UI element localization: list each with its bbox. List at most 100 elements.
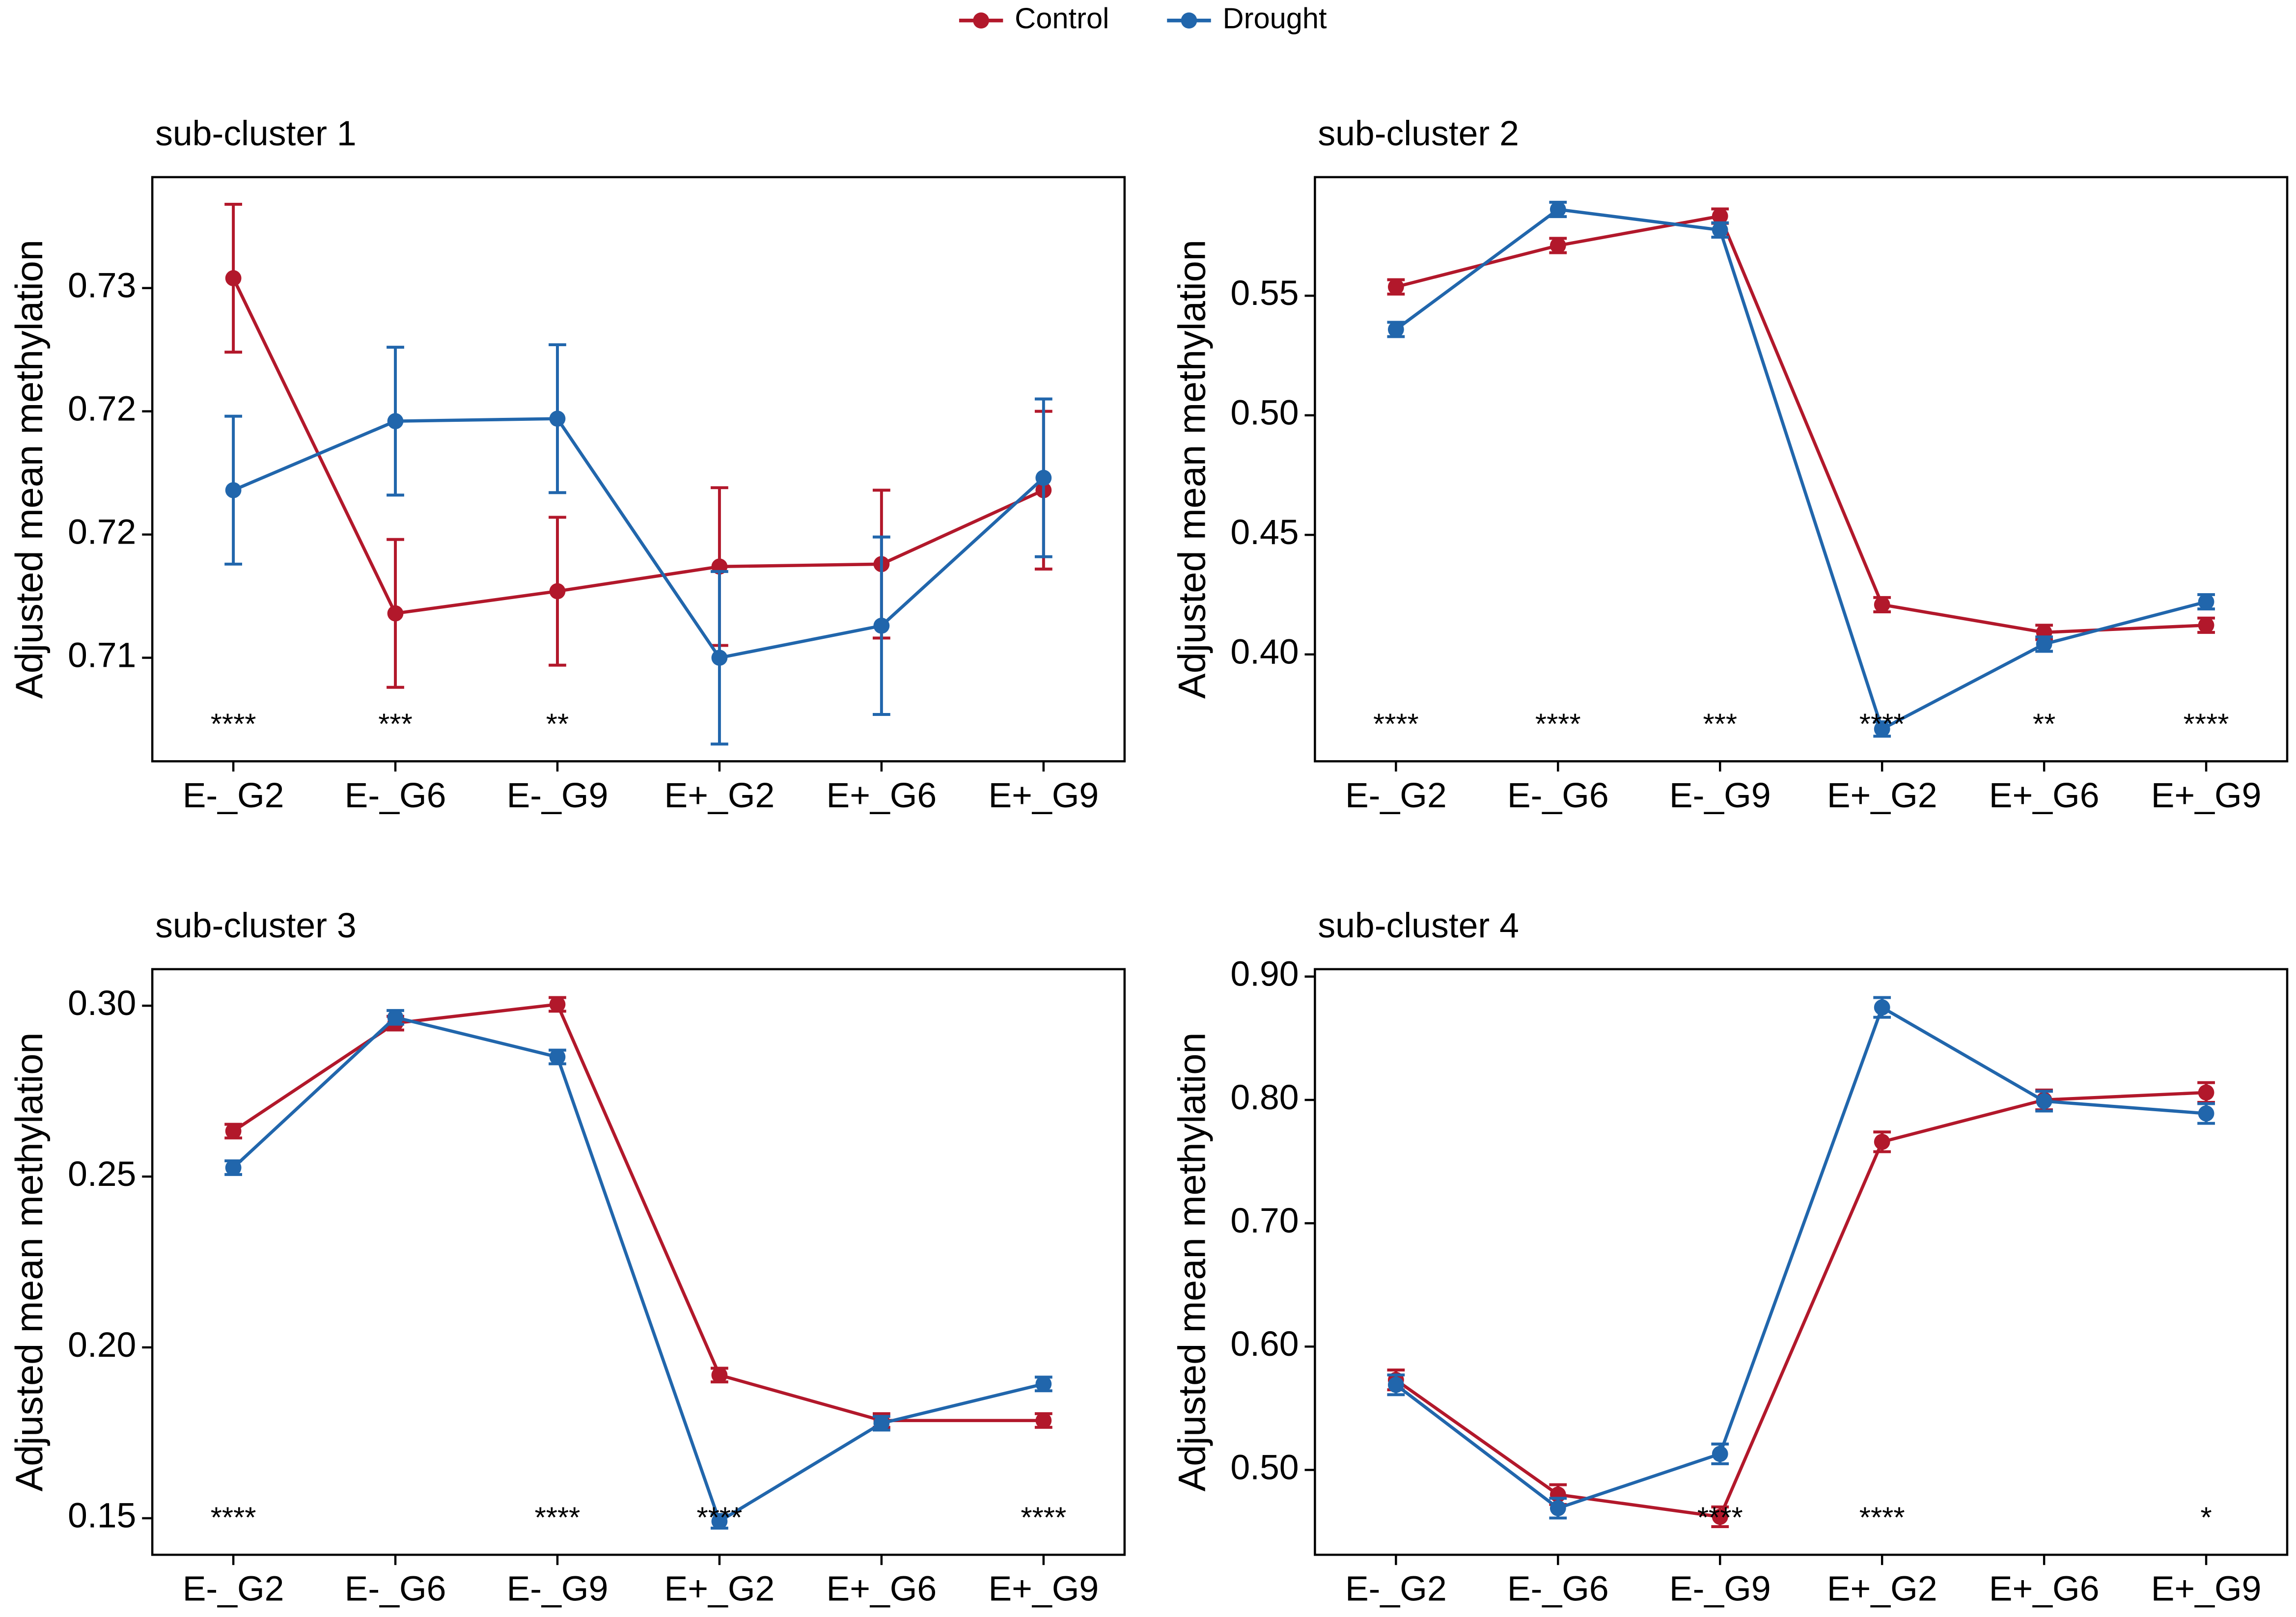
x-tick-label: E+_G6: [1989, 776, 2100, 815]
data-point: [2036, 1093, 2052, 1109]
significance-label: *: [2200, 1501, 2212, 1534]
y-tick-label: 0.50: [1230, 1448, 1299, 1487]
panel-title: sub-cluster 2: [1318, 114, 1519, 153]
x-tick-label: E+_G2: [1827, 1569, 1937, 1609]
legend-marker: [973, 12, 990, 29]
data-point: [549, 1049, 566, 1065]
significance-label: ****: [211, 1501, 256, 1534]
data-point: [1874, 1133, 1890, 1150]
significance-label: ****: [2184, 708, 2229, 740]
data-point: [225, 270, 242, 286]
data-point: [549, 411, 566, 427]
data-point: [2198, 1084, 2214, 1101]
x-tick-label: E+_G2: [664, 776, 775, 815]
data-point: [387, 413, 404, 430]
data-point: [711, 650, 728, 666]
data-point: [1387, 278, 1404, 295]
y-axis-label: Adjusted mean methylation: [8, 1033, 51, 1492]
x-tick-label: E+_G9: [988, 776, 1099, 815]
significance-label: ****: [1859, 1501, 1905, 1534]
data-point: [1549, 201, 1566, 218]
y-axis-label: Adjusted mean methylation: [1171, 1033, 1213, 1492]
data-point: [1035, 1412, 1052, 1429]
data-point: [1712, 1446, 1728, 1462]
data-point: [1387, 321, 1404, 338]
data-point: [711, 1513, 728, 1530]
data-point: [549, 583, 566, 600]
y-axis-label: Adjusted mean methylation: [1171, 240, 1213, 699]
x-tick-label: E-_G2: [183, 1569, 284, 1609]
data-point: [225, 1123, 242, 1139]
y-tick-label: 0.30: [68, 984, 136, 1023]
data-point: [1874, 721, 1890, 738]
data-point: [1874, 597, 1890, 613]
panel-title: sub-cluster 1: [155, 114, 357, 153]
y-tick-label: 0.45: [1230, 513, 1299, 552]
x-tick-label: E+_G9: [988, 1569, 1099, 1609]
significance-label: ****: [535, 1501, 581, 1534]
series-line: [232, 1015, 1044, 1524]
series-line: [1395, 1091, 2207, 1519]
series-line: [232, 277, 1045, 615]
y-tick-label: 0.60: [1230, 1324, 1299, 1364]
series-line: [232, 417, 1045, 660]
data-point: [387, 605, 404, 622]
data-point: [1549, 1500, 1566, 1516]
x-tick-label: E+_G6: [827, 1569, 937, 1609]
x-tick-label: E-_G6: [1507, 776, 1609, 815]
series-line: [1395, 208, 2207, 732]
data-point: [225, 482, 242, 498]
x-tick-label: E+_G9: [2151, 776, 2262, 815]
significance-label: **: [546, 708, 569, 740]
data-point: [2198, 1105, 2214, 1122]
x-tick-label: E-_G9: [507, 1569, 609, 1609]
significance-label: ****: [1373, 708, 1419, 740]
x-tick-label: E-_G6: [1507, 1569, 1609, 1609]
plot-frame: [1314, 176, 2289, 763]
data-point: [2198, 594, 2214, 610]
significance-label: ****: [1535, 708, 1581, 740]
data-point: [1387, 1376, 1404, 1393]
significance-label: ****: [1859, 708, 1905, 740]
y-tick-label: 0.72: [68, 512, 136, 551]
data-point: [1712, 208, 1728, 224]
x-tick-label: E+_G6: [827, 776, 937, 815]
panel-title: sub-cluster 3: [155, 906, 357, 945]
plot-frame: [151, 176, 1126, 763]
significance-label: ****: [211, 708, 256, 740]
data-point: [387, 1009, 404, 1026]
data-point: [2198, 617, 2214, 633]
x-tick-label: E-_G6: [345, 1569, 446, 1609]
y-tick-label: 0.50: [1230, 393, 1299, 433]
x-tick-label: E+_G6: [1989, 1569, 2100, 1609]
y-tick-label: 0.72: [68, 389, 136, 429]
data-point: [1035, 469, 1052, 486]
x-tick-label: E-_G9: [1669, 1569, 1771, 1609]
legend-label: Drought: [1223, 1, 1328, 34]
x-tick-label: E-_G2: [1345, 1569, 1447, 1609]
legend-marker: [1181, 12, 1197, 29]
y-tick-label: 0.25: [68, 1154, 136, 1194]
legend-label: Control: [1015, 1, 1109, 34]
y-tick-label: 0.80: [1230, 1078, 1299, 1117]
significance-label: ****: [1021, 1501, 1066, 1534]
data-point: [711, 1367, 728, 1383]
significance-label: **: [2033, 708, 2055, 740]
data-point: [1035, 1375, 1052, 1392]
x-tick-label: E+_G2: [1827, 776, 1937, 815]
plot-frame: [1314, 968, 2289, 1556]
significance-label: ***: [378, 708, 413, 740]
y-tick-label: 0.20: [68, 1325, 136, 1365]
y-tick-label: 0.73: [68, 266, 136, 305]
data-point: [549, 996, 566, 1013]
data-point: [1712, 1508, 1728, 1525]
x-tick-label: E-_G2: [1345, 776, 1447, 815]
data-point: [873, 617, 890, 634]
panel-title: sub-cluster 4: [1318, 906, 1519, 945]
x-tick-label: E+_G9: [2151, 1569, 2262, 1609]
series-line: [1395, 214, 2207, 634]
y-axis-label: Adjusted mean methylation: [8, 240, 51, 699]
x-tick-label: E-_G6: [345, 776, 446, 815]
